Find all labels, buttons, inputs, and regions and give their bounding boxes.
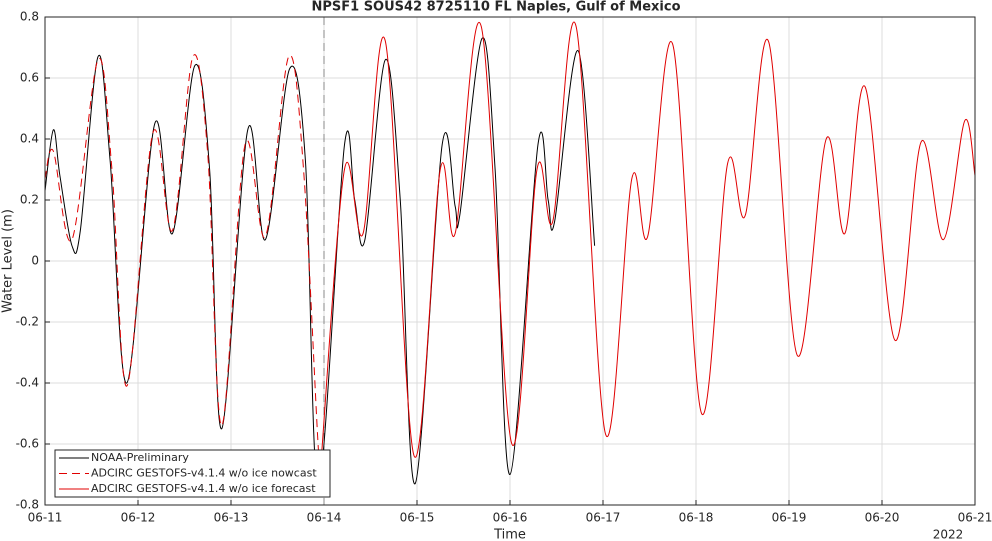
x-tick-label: 06-16 <box>493 511 528 525</box>
plot-frame <box>44 16 976 506</box>
x-tick-label: 06-13 <box>214 511 249 525</box>
y-tick-label: -0.4 <box>16 376 39 390</box>
y-tick-label: -0.6 <box>16 437 39 451</box>
x-year-label: 2022 <box>933 528 964 541</box>
x-tick-label: 06-20 <box>865 511 900 525</box>
y-tick-label: -0.2 <box>16 315 39 329</box>
x-tick-label: 06-21 <box>958 511 992 525</box>
x-tick-label: 06-17 <box>586 511 621 525</box>
legend-box <box>54 449 331 498</box>
x-tick-label: 06-11 <box>28 511 63 525</box>
series-line <box>44 54 323 478</box>
x-tick-label: 06-15 <box>400 511 435 525</box>
y-tick-label: 0.6 <box>20 71 39 85</box>
y-tick-label: -0.8 <box>16 498 39 512</box>
series-line <box>320 21 976 460</box>
y-tick-label: 0.4 <box>20 132 39 146</box>
x-tick-label: 06-19 <box>772 511 807 525</box>
legend-label: ADCIRC GESTOFS-v4.1.4 w/o ice nowcast <box>91 467 317 480</box>
chart-title: NPSF1 SOUS42 8725110 FL Naples, Gulf of … <box>311 0 680 15</box>
y-tick-label: 0 <box>31 254 39 268</box>
y-tick-label: 0.8 <box>20 10 39 24</box>
x-tick-label: 06-18 <box>679 511 714 525</box>
x-tick-label: 06-14 <box>307 511 342 525</box>
legend-label: ADCIRC GESTOFS-v4.1.4 w/o ice forecast <box>91 482 316 495</box>
y-axis-label: Water Level (m) <box>1 209 16 313</box>
legend-label: NOAA-Preliminary <box>91 451 189 464</box>
series-line <box>44 37 596 488</box>
legend: NOAA-Preliminary ADCIRC GESTOFS-v4.1.4 w/… <box>54 449 331 498</box>
y-tick-label: 0.2 <box>20 193 39 207</box>
x-axis-label: Time <box>493 528 526 541</box>
x-tick-label: 06-12 <box>121 511 156 525</box>
